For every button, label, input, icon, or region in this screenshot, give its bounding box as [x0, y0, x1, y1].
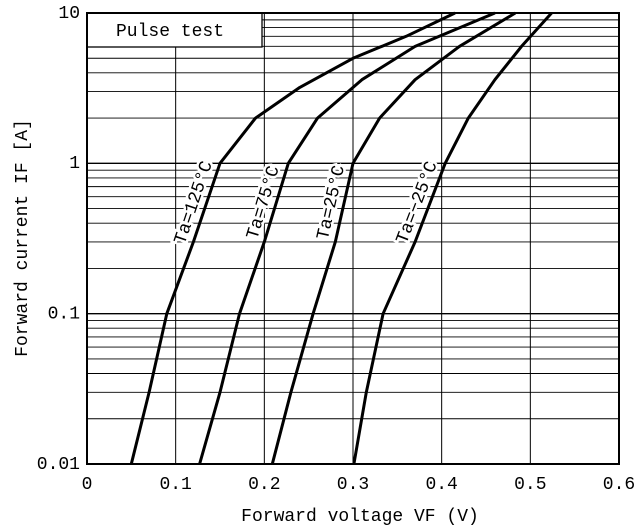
series-label: Ta=75°C	[243, 164, 284, 242]
plot-frame	[86, 12, 620, 465]
curve	[270, 11, 517, 465]
x-tick-label: 0.1	[159, 475, 191, 495]
y-tick-label: 10	[58, 4, 80, 24]
y-axis-label: Forward current IF [A]	[13, 119, 33, 357]
x-tick-label: 0.6	[603, 475, 635, 495]
x-tick-label: 0.2	[248, 475, 280, 495]
y-tick-label: 1	[69, 154, 80, 174]
x-tick-label: 0	[82, 475, 93, 495]
x-axis-label: Forward voltage VF (V)	[241, 507, 479, 527]
annotation: Pulse test	[116, 22, 224, 42]
curve	[352, 11, 553, 465]
curve	[198, 11, 496, 465]
curve	[129, 11, 456, 465]
y-tick-label: 0.01	[37, 455, 80, 475]
x-tick-label: 0.3	[337, 475, 369, 495]
y-tick-label: 0.1	[48, 304, 80, 324]
series-label: Ta=125°C	[171, 159, 218, 247]
x-tick-label: 0.4	[425, 475, 457, 495]
x-tick-label: 0.5	[514, 475, 546, 495]
